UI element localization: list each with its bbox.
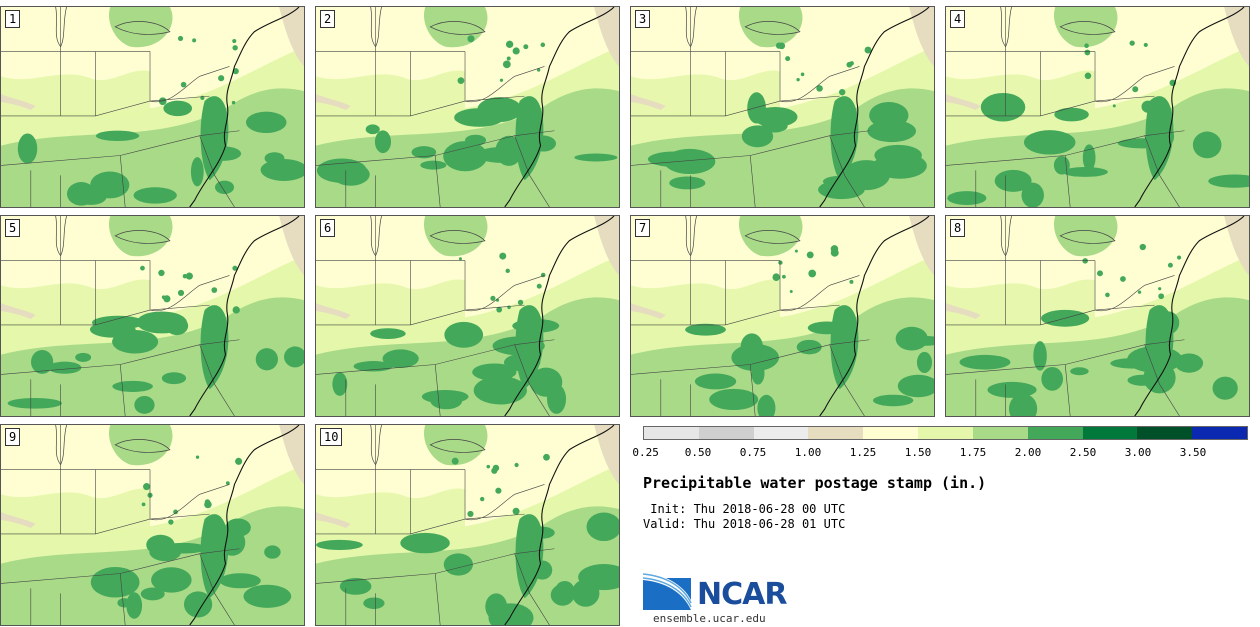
ncar-wordmark: NCAR [697, 577, 787, 612]
colorbar-tick-label: 0.50 [684, 446, 712, 459]
colorbar-tick-label: 3.50 [1179, 446, 1207, 459]
ensemble-member-map: 8 [945, 215, 1250, 417]
colorbar-swatch [1027, 427, 1083, 439]
ensemble-member-map: 2 [315, 6, 620, 208]
member-label: 9 [5, 428, 21, 446]
colorbar-tick-label: 2.00 [1014, 446, 1042, 459]
init-time: Init: Thu 2018-06-28 00 UTC [643, 502, 846, 516]
colorbar-swatch [918, 427, 973, 439]
colorbar-swatch [1137, 427, 1193, 439]
colorbar-swatch [808, 427, 864, 439]
colorbar-ticks: 0.25 0.50 0.75 1.00 1.25 1.50 1.75 2.00 2.50 3.00… [632, 446, 1248, 460]
member-label: 3 [635, 10, 651, 28]
colorbar-tick-label: 0.25 [632, 446, 659, 459]
plot-title: Precipitable water postage stamp (in.) [643, 474, 987, 492]
colorbar-tick-label: 1.00 [794, 446, 822, 459]
ensemble-member-map: 6 [315, 215, 620, 417]
colorbar [643, 426, 1248, 440]
member-label: 7 [635, 219, 651, 237]
member-label: 6 [320, 219, 336, 237]
member-label: 8 [950, 219, 966, 237]
logo-url: ensemble.ucar.edu [653, 612, 766, 625]
colorbar-tick-label: 3.00 [1124, 446, 1152, 459]
valid-time: Valid: Thu 2018-06-28 01 UTC [643, 517, 846, 531]
colorbar-swatch [972, 427, 1028, 439]
colorbar-tick-label: 1.75 [959, 446, 987, 459]
ensemble-member-map: 10 [315, 424, 620, 626]
colorbar-tick-label: 1.25 [849, 446, 877, 459]
colorbar-swatch [644, 427, 699, 439]
colorbar-tick-label: 0.75 [739, 446, 767, 459]
ensemble-member-map: 4 [945, 6, 1250, 208]
member-label: 1 [5, 10, 21, 28]
ncar-logo-icon [643, 572, 692, 610]
ensemble-member-map: 5 [0, 215, 305, 417]
colorbar-swatch [1192, 427, 1247, 439]
member-label: 2 [320, 10, 336, 28]
ensemble-member-map: 7 [630, 215, 935, 417]
ensemble-member-map: 1 [0, 6, 305, 208]
member-label: 4 [950, 10, 966, 28]
colorbar-swatch [863, 427, 919, 439]
member-label: 10 [320, 428, 343, 446]
ensemble-member-map: 9 [0, 424, 305, 626]
colorbar-swatch [753, 427, 809, 439]
colorbar-swatch [1082, 427, 1138, 439]
colorbar-tick-label: 2.50 [1069, 446, 1097, 459]
member-label: 5 [5, 219, 21, 237]
ensemble-member-map: 3 [630, 6, 935, 208]
colorbar-tick-label: 1.50 [904, 446, 932, 459]
colorbar-swatch [698, 427, 754, 439]
